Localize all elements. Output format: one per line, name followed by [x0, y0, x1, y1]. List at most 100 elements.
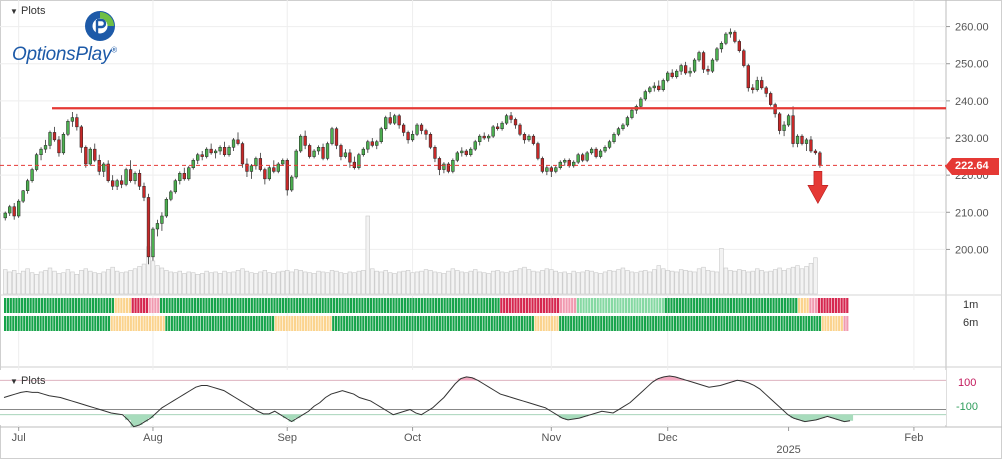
volume-bar [705, 270, 711, 295]
heatmap-cell-6m [261, 316, 264, 331]
heatmap-cell-1m [846, 298, 849, 313]
volume-bar [643, 270, 648, 295]
heatmap-cell-1m [330, 298, 333, 313]
heatmap-cell-6m [654, 316, 657, 331]
heatmap-cell-1m [344, 298, 347, 313]
volume-bar [450, 268, 456, 295]
candle-up [196, 154, 200, 161]
candle-down [536, 143, 540, 159]
heatmap-cell-6m [818, 316, 822, 331]
heatmap-cell-1m [369, 298, 373, 313]
heatmap-cell-1m [474, 298, 477, 313]
heatmap-cell-6m [214, 316, 217, 331]
candle-up [572, 161, 576, 167]
heatmap-cell-1m [534, 298, 537, 313]
heatmap-cell-6m [416, 316, 420, 331]
heatmap-cell-6m [840, 316, 843, 331]
candle-up [375, 141, 379, 146]
logo-wordmark: OptionsPlay [12, 44, 112, 65]
heatmap-cell-6m [600, 316, 603, 331]
candle-up [786, 115, 791, 126]
heatmap-cell-6m [490, 316, 493, 331]
heatmap-cell-1m [744, 298, 747, 313]
volume-bar [302, 271, 308, 295]
candle-up [294, 150, 298, 178]
heatmap-cell-1m [480, 298, 483, 313]
candle-up [478, 135, 482, 142]
volume-bar [401, 270, 406, 295]
candle-up [34, 154, 39, 170]
heatmap-cell-1m [273, 298, 276, 313]
volume-bar [271, 273, 276, 295]
plots-title: Plots [20, 5, 46, 17]
heatmap-cell-1m [559, 298, 563, 313]
heatmap-cell-6m [345, 316, 348, 331]
heatmap-cell-1m [661, 298, 665, 313]
heatmap-cell-1m [125, 298, 129, 313]
heatmap-cell-6m [359, 316, 362, 331]
heatmap-cell-6m [586, 316, 589, 331]
heatmap-cell-6m [769, 316, 772, 331]
heatmap-cell-1m [341, 298, 344, 313]
oscillator-header[interactable]: ▼ Plots [10, 375, 45, 387]
candle-up [442, 163, 446, 170]
candle-down [670, 72, 674, 77]
volume-bar [567, 273, 572, 295]
heatmap-cell-6m [745, 316, 748, 331]
heatmap-cell-6m [4, 316, 7, 331]
heatmap-cell-1m [607, 298, 611, 313]
volume-bar [692, 271, 697, 295]
heatmap-cell-1m [602, 298, 605, 313]
heatmap-label-6m: 6m [963, 317, 979, 329]
heatmap-cell-1m [775, 298, 778, 313]
price-overlays [0, 107, 946, 204]
volume-bar [544, 268, 550, 295]
heatmap-cell-6m [140, 316, 143, 331]
volume-bar [459, 271, 464, 295]
heatmap-cell-6m [400, 316, 403, 331]
volume-bar [123, 271, 129, 295]
volume-bar [343, 273, 348, 295]
heatmap-cell-1m [528, 298, 531, 313]
heatmap-cell-6m [107, 316, 111, 331]
heatmap-cell-1m [97, 298, 100, 313]
candle-up [603, 147, 607, 152]
heatmap-cell-6m [198, 316, 201, 331]
heatmap-cell-6m [230, 316, 234, 331]
candle-up [187, 167, 191, 180]
heatmap-cell-6m [608, 316, 611, 331]
candle-up [48, 132, 52, 146]
heatmap-cell-6m [31, 316, 34, 331]
heatmap-cell-1m [633, 298, 636, 313]
heatmap-cell-6m [405, 316, 409, 331]
heatmap-cell-1m [352, 298, 356, 313]
candle-down [746, 65, 750, 89]
plots-header[interactable]: ▼ Plots [10, 5, 45, 17]
heatmap-cell-1m [795, 298, 798, 313]
candle-down [777, 113, 782, 131]
candle-down [370, 141, 374, 146]
volume-bar [522, 266, 527, 295]
heatmap-cell-6m [616, 316, 619, 331]
volume-bar [106, 269, 111, 295]
heatmap-cell-6m [408, 316, 411, 331]
heatmap-cell-6m [498, 316, 502, 331]
heatmap-cell-1m [639, 298, 642, 313]
oscillator-upper-label: 100 [958, 377, 977, 389]
heatmap-cell-1m [690, 298, 693, 313]
x-tick-label: Jul [12, 432, 26, 444]
heatmap-cell-6m [170, 316, 173, 331]
heatmap-cell-6m [715, 316, 718, 331]
volume-bar [61, 272, 66, 295]
heatmap-cell-1m [435, 298, 438, 313]
candle-down [495, 126, 500, 129]
volume-bar [634, 272, 639, 295]
heatmap-cell-1m [452, 298, 455, 313]
volume-bar [110, 266, 115, 295]
candle-down [97, 160, 101, 172]
heatmap-cell-1m [412, 298, 415, 313]
heatmap-cell-6m [736, 316, 740, 331]
volume-bar [723, 267, 729, 295]
heatmap-cell-6m [698, 316, 701, 331]
